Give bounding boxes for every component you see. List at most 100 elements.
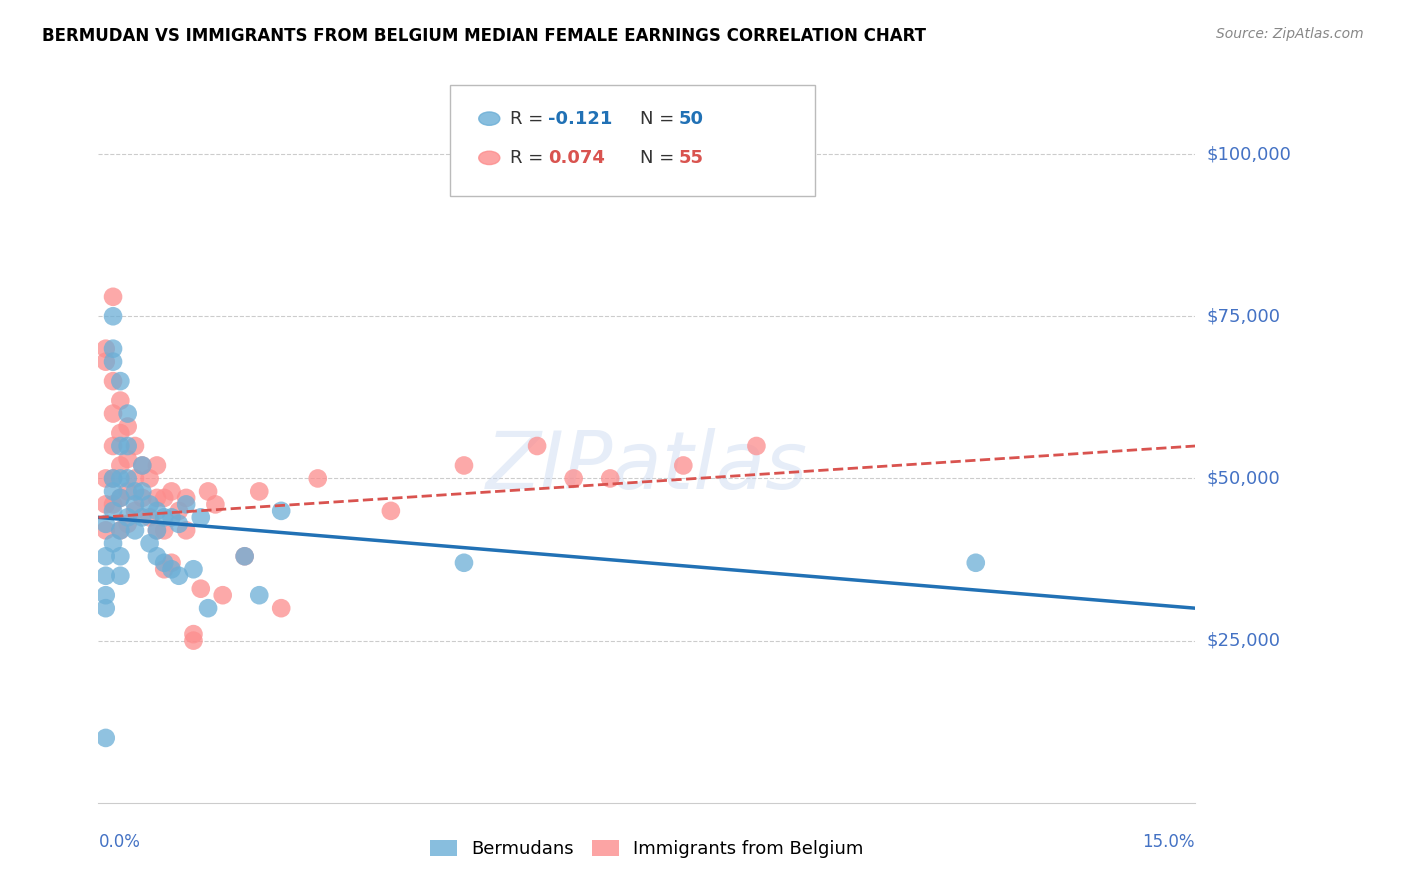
Point [965, 556, 987, 570]
Point [110, 524, 132, 538]
Text: $25,000: $25,000 [1206, 632, 1281, 649]
Point [94, 588, 117, 602]
Point [101, 374, 124, 388]
Text: $50,000: $50,000 [1206, 469, 1279, 487]
Point [160, 484, 183, 499]
Point [101, 342, 124, 356]
Point [153, 562, 176, 576]
Text: -0.121: -0.121 [548, 110, 613, 128]
Point [101, 310, 124, 324]
Point [110, 374, 132, 388]
Point [124, 497, 146, 511]
Point [117, 439, 139, 453]
Point [101, 484, 124, 499]
Text: R =: R = [510, 110, 550, 128]
Point [190, 582, 212, 596]
Text: $100,000: $100,000 [1206, 145, 1291, 163]
Point [247, 588, 270, 602]
Point [110, 568, 132, 582]
Point [94, 731, 117, 745]
Text: 50: 50 [679, 110, 704, 128]
Point [101, 497, 124, 511]
Text: $75,000: $75,000 [1206, 307, 1281, 326]
Point [94, 601, 117, 615]
Legend: Bermudans, Immigrants from Belgium: Bermudans, Immigrants from Belgium [422, 832, 872, 865]
Point [153, 510, 176, 524]
Point [174, 524, 197, 538]
Text: 0.0%: 0.0% [98, 833, 141, 851]
Point [153, 556, 176, 570]
Point [146, 524, 169, 538]
Point [117, 484, 139, 499]
Point [101, 504, 124, 518]
Text: N =: N = [640, 149, 679, 167]
Point [117, 471, 139, 485]
Point [453, 556, 475, 570]
Point [131, 458, 153, 473]
Point [124, 439, 146, 453]
Point [101, 439, 124, 453]
Point [101, 536, 124, 550]
Point [211, 588, 233, 602]
Point [167, 516, 190, 531]
Point [138, 510, 160, 524]
Point [94, 568, 117, 582]
Point [117, 516, 139, 531]
Text: 15.0%: 15.0% [1143, 833, 1195, 851]
Point [110, 471, 132, 485]
Point [146, 524, 169, 538]
Point [110, 393, 132, 408]
Point [307, 471, 329, 485]
Point [167, 504, 190, 518]
Point [94, 342, 117, 356]
Point [124, 524, 146, 538]
Point [101, 354, 124, 368]
Text: 55: 55 [679, 149, 704, 167]
Point [160, 562, 183, 576]
Point [672, 458, 695, 473]
Point [146, 491, 169, 505]
Point [138, 471, 160, 485]
Point [174, 497, 197, 511]
Text: 0.074: 0.074 [548, 149, 605, 167]
Point [146, 458, 169, 473]
Point [117, 419, 139, 434]
Point [94, 549, 117, 564]
Point [599, 471, 621, 485]
Point [110, 439, 132, 453]
Point [453, 458, 475, 473]
Point [153, 491, 176, 505]
Point [138, 497, 160, 511]
Point [101, 407, 124, 421]
Point [160, 556, 183, 570]
Point [745, 439, 768, 453]
Point [183, 627, 205, 641]
Point [160, 510, 183, 524]
Point [117, 510, 139, 524]
Point [131, 491, 153, 505]
Text: N =: N = [640, 110, 679, 128]
Point [270, 601, 292, 615]
Point [94, 354, 117, 368]
Text: ZIPatlas: ZIPatlas [485, 428, 808, 507]
Point [131, 458, 153, 473]
Point [110, 491, 132, 505]
Point [247, 484, 270, 499]
Point [101, 471, 124, 485]
Point [233, 549, 256, 564]
Point [197, 601, 219, 615]
Point [110, 425, 132, 440]
Point [153, 524, 176, 538]
Point [110, 491, 132, 505]
Point [131, 484, 153, 499]
Point [190, 510, 212, 524]
Point [110, 524, 132, 538]
Point [174, 491, 197, 505]
Point [94, 471, 117, 485]
Text: BERMUDAN VS IMMIGRANTS FROM BELGIUM MEDIAN FEMALE EARNINGS CORRELATION CHART: BERMUDAN VS IMMIGRANTS FROM BELGIUM MEDI… [42, 27, 927, 45]
Point [526, 439, 548, 453]
Point [101, 290, 124, 304]
Point [138, 536, 160, 550]
Point [204, 497, 226, 511]
Point [94, 516, 117, 531]
